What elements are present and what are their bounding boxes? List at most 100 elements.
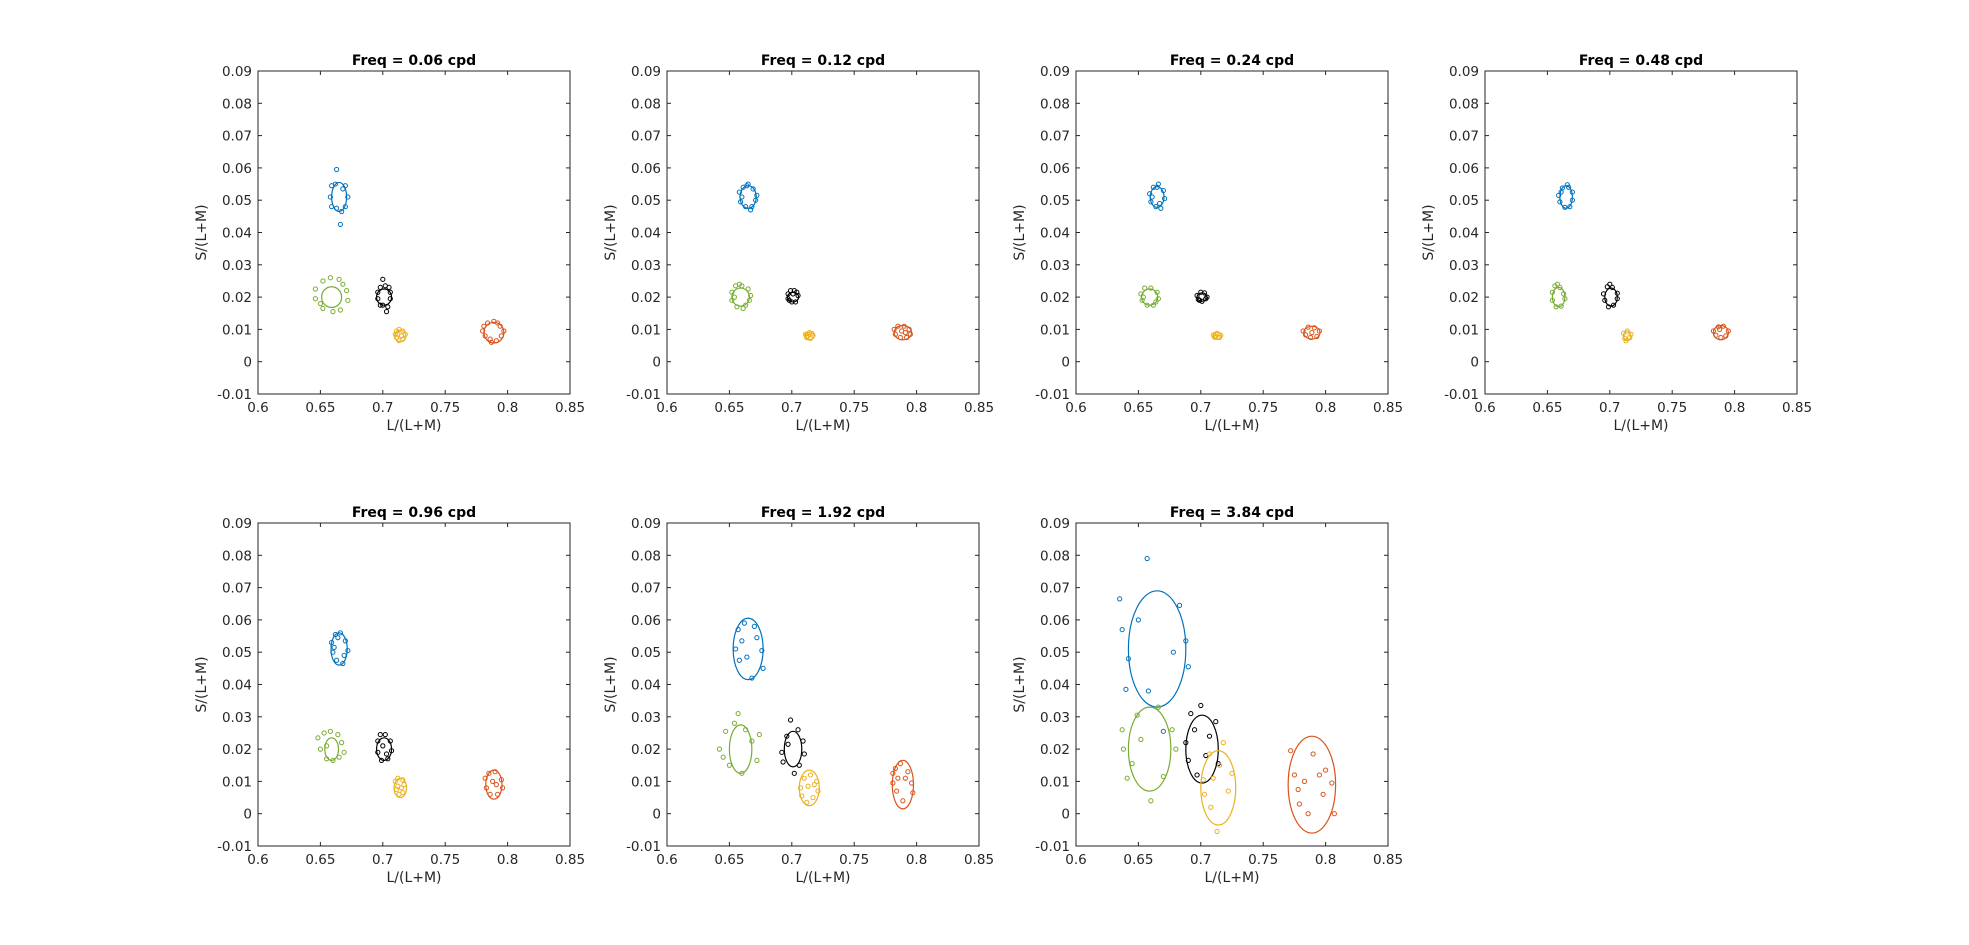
- data-point: [1185, 664, 1191, 670]
- data-point: [335, 731, 341, 738]
- data-point: [745, 286, 751, 292]
- y-tick-label: 0.01: [1040, 774, 1070, 790]
- data-point: [1620, 330, 1627, 336]
- y-tick-label: 0.06: [1449, 161, 1479, 177]
- data-point: [1627, 334, 1633, 341]
- data-point: [786, 297, 792, 303]
- data-point: [1288, 748, 1294, 754]
- data-point: [340, 660, 346, 667]
- data-point: [1196, 297, 1203, 303]
- data-point: [814, 778, 820, 785]
- data-point: [1715, 324, 1721, 330]
- data-point: [334, 657, 340, 663]
- data-point: [900, 798, 906, 804]
- x-tick-label: 0.6: [247, 852, 268, 868]
- y-tick-label: 0.09: [1040, 516, 1070, 532]
- data-point: [1160, 773, 1166, 780]
- data-point: [1725, 328, 1731, 334]
- data-point: [498, 777, 504, 783]
- data-point: [386, 284, 392, 291]
- data-layer: [1138, 181, 1322, 341]
- y-tick-label: -0.01: [1035, 839, 1070, 855]
- data-point: [401, 782, 407, 788]
- x-tick-label: 0.6: [656, 400, 677, 416]
- y-tick-label: 0: [652, 355, 661, 371]
- data-point: [726, 762, 733, 768]
- series-ellipse: [1185, 714, 1219, 784]
- data-layer: [729, 181, 913, 342]
- data-point: [739, 638, 745, 644]
- data-point: [910, 790, 916, 796]
- data-point: [734, 304, 740, 310]
- data-point: [1554, 281, 1560, 287]
- data-point: [1561, 291, 1567, 297]
- x-tick-label: 0.85: [964, 852, 994, 868]
- data-point: [748, 292, 754, 299]
- data-point: [736, 657, 742, 663]
- data-point: [344, 288, 350, 294]
- y-tick-label: 0.04: [222, 678, 252, 694]
- data-point: [1305, 811, 1311, 817]
- data-point: [1138, 736, 1144, 743]
- y-tick-label: -0.01: [626, 839, 661, 855]
- y-tick-label: 0.05: [1040, 193, 1070, 209]
- data-point: [1162, 195, 1168, 202]
- y-tick-label: 0.07: [1449, 129, 1479, 145]
- data-point: [804, 799, 810, 805]
- y-tick-label: 0.04: [631, 226, 661, 242]
- x-axis-label: L/(L+M): [1204, 418, 1259, 434]
- data-point: [760, 665, 766, 671]
- data-point: [909, 780, 915, 786]
- data-point: [341, 749, 347, 755]
- data-point: [1138, 291, 1144, 297]
- panel-title: Freq = 1.92 cpd: [761, 505, 885, 521]
- data-point: [1119, 626, 1125, 633]
- data-point: [487, 336, 493, 342]
- data-layer: [315, 630, 506, 800]
- data-point: [1562, 204, 1568, 210]
- y-tick-label: 0.02: [631, 290, 661, 306]
- data-point: [332, 631, 338, 638]
- data-point: [398, 785, 405, 791]
- data-point: [495, 791, 501, 797]
- y-tick-label: 0.05: [222, 645, 252, 661]
- y-tick-label: 0.02: [1040, 742, 1070, 758]
- data-point: [1308, 334, 1314, 341]
- data-point: [1170, 649, 1176, 655]
- x-axis-label: L/(L+M): [795, 870, 850, 886]
- data-point: [1316, 772, 1322, 778]
- data-point: [750, 186, 756, 192]
- y-tick-label: 0.04: [1040, 678, 1070, 694]
- x-tick-label: 0.65: [305, 852, 335, 868]
- data-point: [377, 731, 383, 738]
- data-point: [377, 302, 383, 308]
- data-point: [754, 757, 760, 764]
- y-tick-label: 0.04: [1449, 226, 1479, 242]
- data-point: [493, 782, 499, 788]
- data-point: [801, 775, 807, 781]
- data-point: [905, 769, 911, 775]
- y-tick-label: 0.09: [631, 64, 661, 80]
- panel-title: Freq = 0.12 cpd: [761, 53, 885, 69]
- x-tick-label: 0.75: [839, 400, 869, 416]
- data-point: [327, 275, 333, 281]
- data-point: [1144, 302, 1150, 308]
- y-tick-label: 0.02: [222, 742, 252, 758]
- data-point: [1123, 686, 1129, 692]
- data-point: [1549, 297, 1555, 303]
- y-tick-label: 0.07: [631, 581, 661, 597]
- data-point: [501, 328, 507, 334]
- data-point: [890, 770, 896, 776]
- x-tick-label: 0.65: [1123, 400, 1153, 416]
- data-point: [1558, 189, 1564, 195]
- data-point: [1157, 200, 1163, 207]
- data-point: [497, 323, 503, 329]
- data-point: [1316, 328, 1322, 334]
- data-point: [751, 623, 757, 629]
- data-point: [1185, 757, 1191, 764]
- y-tick-label: 0.08: [1040, 96, 1070, 112]
- y-tick-label: 0.07: [222, 129, 252, 145]
- y-tick-label: 0.05: [222, 193, 252, 209]
- data-point: [1117, 596, 1123, 602]
- data-point: [400, 336, 406, 342]
